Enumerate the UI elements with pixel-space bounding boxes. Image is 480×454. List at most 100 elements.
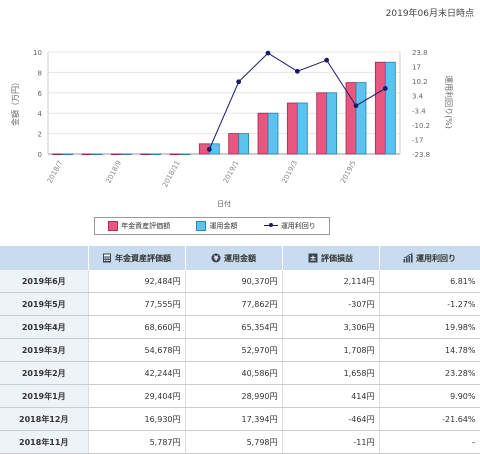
profit-loss-cell: -307円 — [282, 292, 380, 316]
bar-invested — [326, 92, 338, 155]
bar-invested — [296, 102, 308, 155]
bar-asset-value — [316, 92, 328, 155]
month-cell: 2019年5月 — [0, 292, 89, 316]
value-cell: 68,660円 — [88, 315, 186, 339]
yield-point — [265, 50, 271, 56]
plus-minus-icon: ± — [308, 253, 318, 263]
chart-legend: 年金資産評価額 運用金額 運用利回り — [94, 217, 330, 235]
table-header-row: 年金資産評価額 ¥ 運用金額 ± 評価損益 運用利回り — [0, 246, 480, 270]
yield-point — [294, 68, 300, 74]
table-row: 2018年12月 16,930円 17,394円 -464円 -21.64% — [0, 407, 480, 431]
profit-loss-cell: -11円 — [282, 430, 380, 454]
x-tick-label: 2018/11 — [161, 159, 182, 188]
legend-item-yield[interactable]: 運用利回り — [263, 221, 316, 231]
profit-loss-cell: 3,306円 — [282, 315, 380, 339]
calculator-icon — [103, 253, 111, 263]
bar-invested — [120, 153, 132, 156]
month-cell: 2018年11月 — [0, 430, 89, 454]
y2-tick-label: -3.4 — [412, 107, 426, 115]
header-yield: 運用利回り — [379, 246, 480, 270]
bar-invested — [150, 153, 162, 156]
month-cell: 2019年6月 — [0, 270, 89, 293]
legend-item-value[interactable]: 年金資産評価額 — [108, 221, 170, 231]
bar-asset-value — [169, 153, 181, 156]
bar-asset-value — [52, 153, 64, 156]
month-cell: 2018年12月 — [0, 407, 89, 431]
y-tick-label: 0 — [38, 151, 42, 159]
month-cell: 2019年1月 — [0, 384, 89, 408]
bar-invested — [355, 82, 367, 155]
invested-cell: 90,370円 — [185, 270, 283, 293]
yield-cell: 6.81% — [379, 270, 480, 293]
header-month — [0, 246, 89, 270]
y2-tick-label: 10.2 — [412, 78, 428, 86]
table-row: 2019年1月 29,404円 28,990円 414円 9.90% — [0, 384, 480, 408]
month-cell: 2019年2月 — [0, 361, 89, 385]
legend-item-invested[interactable]: 運用金額 — [196, 221, 237, 231]
yen-coin-icon: ¥ — [211, 253, 221, 263]
as-of-date: 2019年06月末日時点 — [385, 9, 474, 19]
yield-cell: 19.98% — [379, 315, 480, 339]
yield-point — [236, 79, 242, 85]
profit-loss-cell: -464円 — [282, 407, 380, 431]
y2-tick-label: 23.8 — [412, 49, 428, 57]
bar-asset-value — [110, 153, 122, 156]
svg-text:±: ± — [310, 254, 317, 263]
bar-invested — [267, 112, 279, 155]
yield-cell: -21.64% — [379, 407, 480, 431]
y-tick-label: 8 — [38, 69, 42, 77]
profit-loss-cell: 2,114円 — [282, 270, 380, 293]
y2-tick-label: 3.4 — [412, 93, 424, 101]
value-cell: 16,930円 — [88, 407, 186, 431]
monthly-summary-table: 年金資産評価額 ¥ 運用金額 ± 評価損益 運用利回り 2019年6月 92,484円… — [0, 246, 480, 454]
header-asset-value: 年金資産評価額 — [88, 246, 186, 270]
yield-point — [353, 103, 359, 109]
y2-tick-label: -17 — [412, 136, 423, 144]
table-row: 2019年4月 68,660円 65,354円 3,306円 19.98% — [0, 315, 480, 339]
y2-tick-label: -23.8 — [412, 151, 430, 159]
y2-axis-title: 運用利回り(%) — [444, 75, 454, 129]
x-tick-label: 2018/7 — [46, 159, 65, 185]
header-profit-loss: ± 評価損益 — [282, 246, 380, 270]
bar-invested — [179, 153, 191, 156]
y2-tick-label: -10.2 — [412, 122, 430, 130]
x-tick-label: 2019/3 — [280, 159, 299, 185]
value-cell: 42,244円 — [88, 361, 186, 385]
x-tick-label: 2019/5 — [339, 159, 358, 185]
bar-invested — [384, 61, 396, 155]
table-row: 2019年3月 54,678円 52,970円 1,708円 14.78% — [0, 338, 480, 362]
invested-cell: 77,862円 — [185, 292, 283, 316]
table-row: 2019年6月 92,484円 90,370円 2,114円 6.81% — [0, 270, 480, 293]
bar-asset-value — [286, 102, 298, 155]
value-cell: 54,678円 — [88, 338, 186, 362]
asset-chart: 0 2 4 6 8 10 23.8 17 10.2 3.4 -3.4 -10.2 -17 -23.8 201… — [10, 49, 454, 208]
trend-chart-icon — [403, 253, 413, 263]
yield-cell: 9.90% — [379, 384, 480, 408]
bar-invested — [91, 153, 103, 156]
value-cell: 29,404円 — [88, 384, 186, 408]
yield-point — [382, 86, 388, 91]
bar-asset-value — [140, 153, 152, 156]
invested-cell: 65,354円 — [185, 315, 283, 339]
y-tick-label: 2 — [38, 131, 42, 139]
table-row: 2019年2月 42,244円 40,586円 1,658円 23.28% — [0, 361, 480, 385]
x-axis-title: 日付 — [217, 199, 231, 208]
invested-cell: 40,586円 — [185, 361, 283, 385]
invested-cell: 5,798円 — [185, 430, 283, 454]
yield-cell: 23.28% — [379, 361, 480, 385]
month-cell: 2019年3月 — [0, 338, 89, 362]
bar-asset-value — [228, 133, 240, 155]
y2-tick-label: 17 — [412, 64, 421, 72]
invested-cell: 28,990円 — [185, 384, 283, 408]
y-tick-label: 10 — [33, 49, 42, 57]
value-cell: 77,555円 — [88, 292, 186, 316]
header-invested: ¥ 運用金額 — [185, 246, 283, 270]
svg-text:¥: ¥ — [214, 255, 219, 263]
month-cell: 2019年4月 — [0, 315, 89, 339]
bar-invested — [238, 133, 250, 155]
yield-cell: – — [379, 430, 480, 454]
yield-cell: 14.78% — [379, 338, 480, 362]
y-tick-label: 4 — [38, 110, 43, 118]
bar-asset-value — [81, 153, 93, 156]
yield-cell: -1.27% — [379, 292, 480, 316]
